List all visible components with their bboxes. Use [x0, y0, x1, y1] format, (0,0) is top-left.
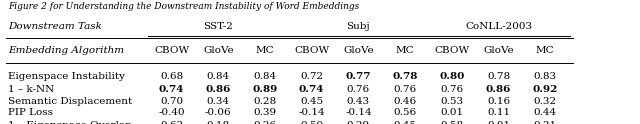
Text: 0.45: 0.45 — [394, 121, 417, 124]
Text: 1 – k-NN: 1 – k-NN — [8, 85, 54, 94]
Text: 0.63: 0.63 — [160, 121, 183, 124]
Text: 0.86: 0.86 — [486, 85, 511, 94]
Text: PIP Loss: PIP Loss — [8, 108, 52, 117]
Text: 0.77: 0.77 — [346, 72, 371, 81]
Text: 0.78: 0.78 — [392, 72, 418, 81]
Text: 0.80: 0.80 — [439, 72, 465, 81]
Text: 0.74: 0.74 — [299, 85, 324, 94]
Text: 0.29: 0.29 — [347, 121, 370, 124]
Text: -0.40: -0.40 — [158, 108, 185, 117]
Text: CBOW: CBOW — [435, 46, 469, 55]
Text: 0.76: 0.76 — [394, 85, 417, 94]
Text: 0.84: 0.84 — [253, 72, 276, 81]
Text: -0.06: -0.06 — [205, 108, 232, 117]
Text: CoNLL-2003: CoNLL-2003 — [466, 22, 532, 31]
Text: Subj: Subj — [346, 22, 370, 31]
Text: GloVe: GloVe — [343, 46, 374, 55]
Text: 0.16: 0.16 — [487, 97, 510, 106]
Text: 0.92: 0.92 — [532, 85, 558, 94]
Text: 0.76: 0.76 — [440, 85, 463, 94]
Text: 0.26: 0.26 — [253, 121, 276, 124]
Text: Semantic Displacement: Semantic Displacement — [8, 97, 132, 106]
Text: CBOW: CBOW — [154, 46, 189, 55]
Text: 0.83: 0.83 — [534, 72, 557, 81]
Text: 0.01: 0.01 — [487, 121, 510, 124]
Text: 0.78: 0.78 — [487, 72, 510, 81]
Text: 0.01: 0.01 — [440, 108, 463, 117]
Text: GloVe: GloVe — [483, 46, 514, 55]
Text: Downstream Task: Downstream Task — [8, 22, 102, 31]
Text: 0.46: 0.46 — [394, 97, 417, 106]
Text: GloVe: GloVe — [203, 46, 234, 55]
Text: CBOW: CBOW — [294, 46, 329, 55]
Text: 0.45: 0.45 — [300, 97, 323, 106]
Text: 0.39: 0.39 — [253, 108, 276, 117]
Text: 0.89: 0.89 — [252, 85, 278, 94]
Text: 0.43: 0.43 — [347, 97, 370, 106]
Text: 0.56: 0.56 — [394, 108, 417, 117]
Text: 0.76: 0.76 — [347, 85, 370, 94]
Text: Figure 2 for Understanding the Downstream Instability of Word Embeddings: Figure 2 for Understanding the Downstrea… — [8, 2, 359, 11]
Text: 0.18: 0.18 — [207, 121, 230, 124]
Text: 0.72: 0.72 — [300, 72, 323, 81]
Text: MC: MC — [536, 46, 555, 55]
Text: 0.11: 0.11 — [487, 108, 510, 117]
Text: 1 – Eigenspace Overlap: 1 – Eigenspace Overlap — [8, 121, 132, 124]
Text: 0.44: 0.44 — [534, 108, 557, 117]
Text: Embedding Algorithm: Embedding Algorithm — [8, 46, 124, 55]
Text: 0.74: 0.74 — [159, 85, 184, 94]
Text: 0.58: 0.58 — [440, 121, 463, 124]
Text: SST-2: SST-2 — [204, 22, 233, 31]
Text: Eigenspace Instability: Eigenspace Instability — [8, 72, 125, 81]
Text: -0.14: -0.14 — [345, 108, 372, 117]
Text: 0.31: 0.31 — [534, 121, 557, 124]
Text: 0.34: 0.34 — [207, 97, 230, 106]
Text: 0.86: 0.86 — [205, 85, 231, 94]
Text: MC: MC — [255, 46, 275, 55]
Text: 0.70: 0.70 — [160, 97, 183, 106]
Text: MC: MC — [396, 46, 415, 55]
Text: 0.50: 0.50 — [300, 121, 323, 124]
Text: 0.28: 0.28 — [253, 97, 276, 106]
Text: 0.32: 0.32 — [534, 97, 557, 106]
Text: 0.68: 0.68 — [160, 72, 183, 81]
Text: 0.53: 0.53 — [440, 97, 463, 106]
Text: 0.84: 0.84 — [207, 72, 230, 81]
Text: -0.14: -0.14 — [298, 108, 325, 117]
